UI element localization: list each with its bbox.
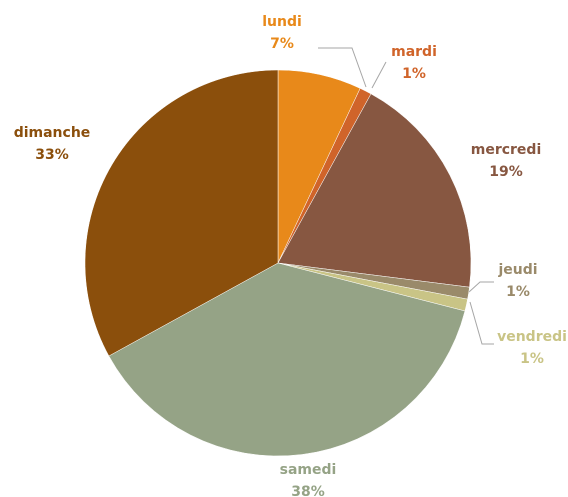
slice-label: vendredi (497, 329, 567, 345)
slice-value-label: 1% (402, 66, 426, 82)
leader-line (318, 47, 367, 88)
slice-label: samedi (280, 462, 337, 478)
slice-value-label: 1% (506, 284, 530, 300)
slice-value-label: 7% (270, 36, 294, 52)
pie-slice (84, 69, 279, 357)
slice-value-label: 1% (520, 351, 544, 367)
slice-value-label: 19% (489, 164, 523, 180)
slice-label: lundi (262, 14, 302, 30)
leader-line (468, 281, 494, 293)
slice-label: mercredi (471, 142, 542, 158)
slice-label: mardi (391, 44, 437, 60)
slice-value-label: 33% (35, 147, 69, 163)
slice-label: dimanche (14, 125, 91, 141)
pie-slice (277, 93, 472, 288)
pie-slice (108, 262, 466, 457)
leader-line (469, 301, 494, 345)
slice-value-label: 38% (291, 484, 325, 497)
leader-line (371, 61, 387, 89)
slice-label: jeudi (497, 262, 537, 278)
